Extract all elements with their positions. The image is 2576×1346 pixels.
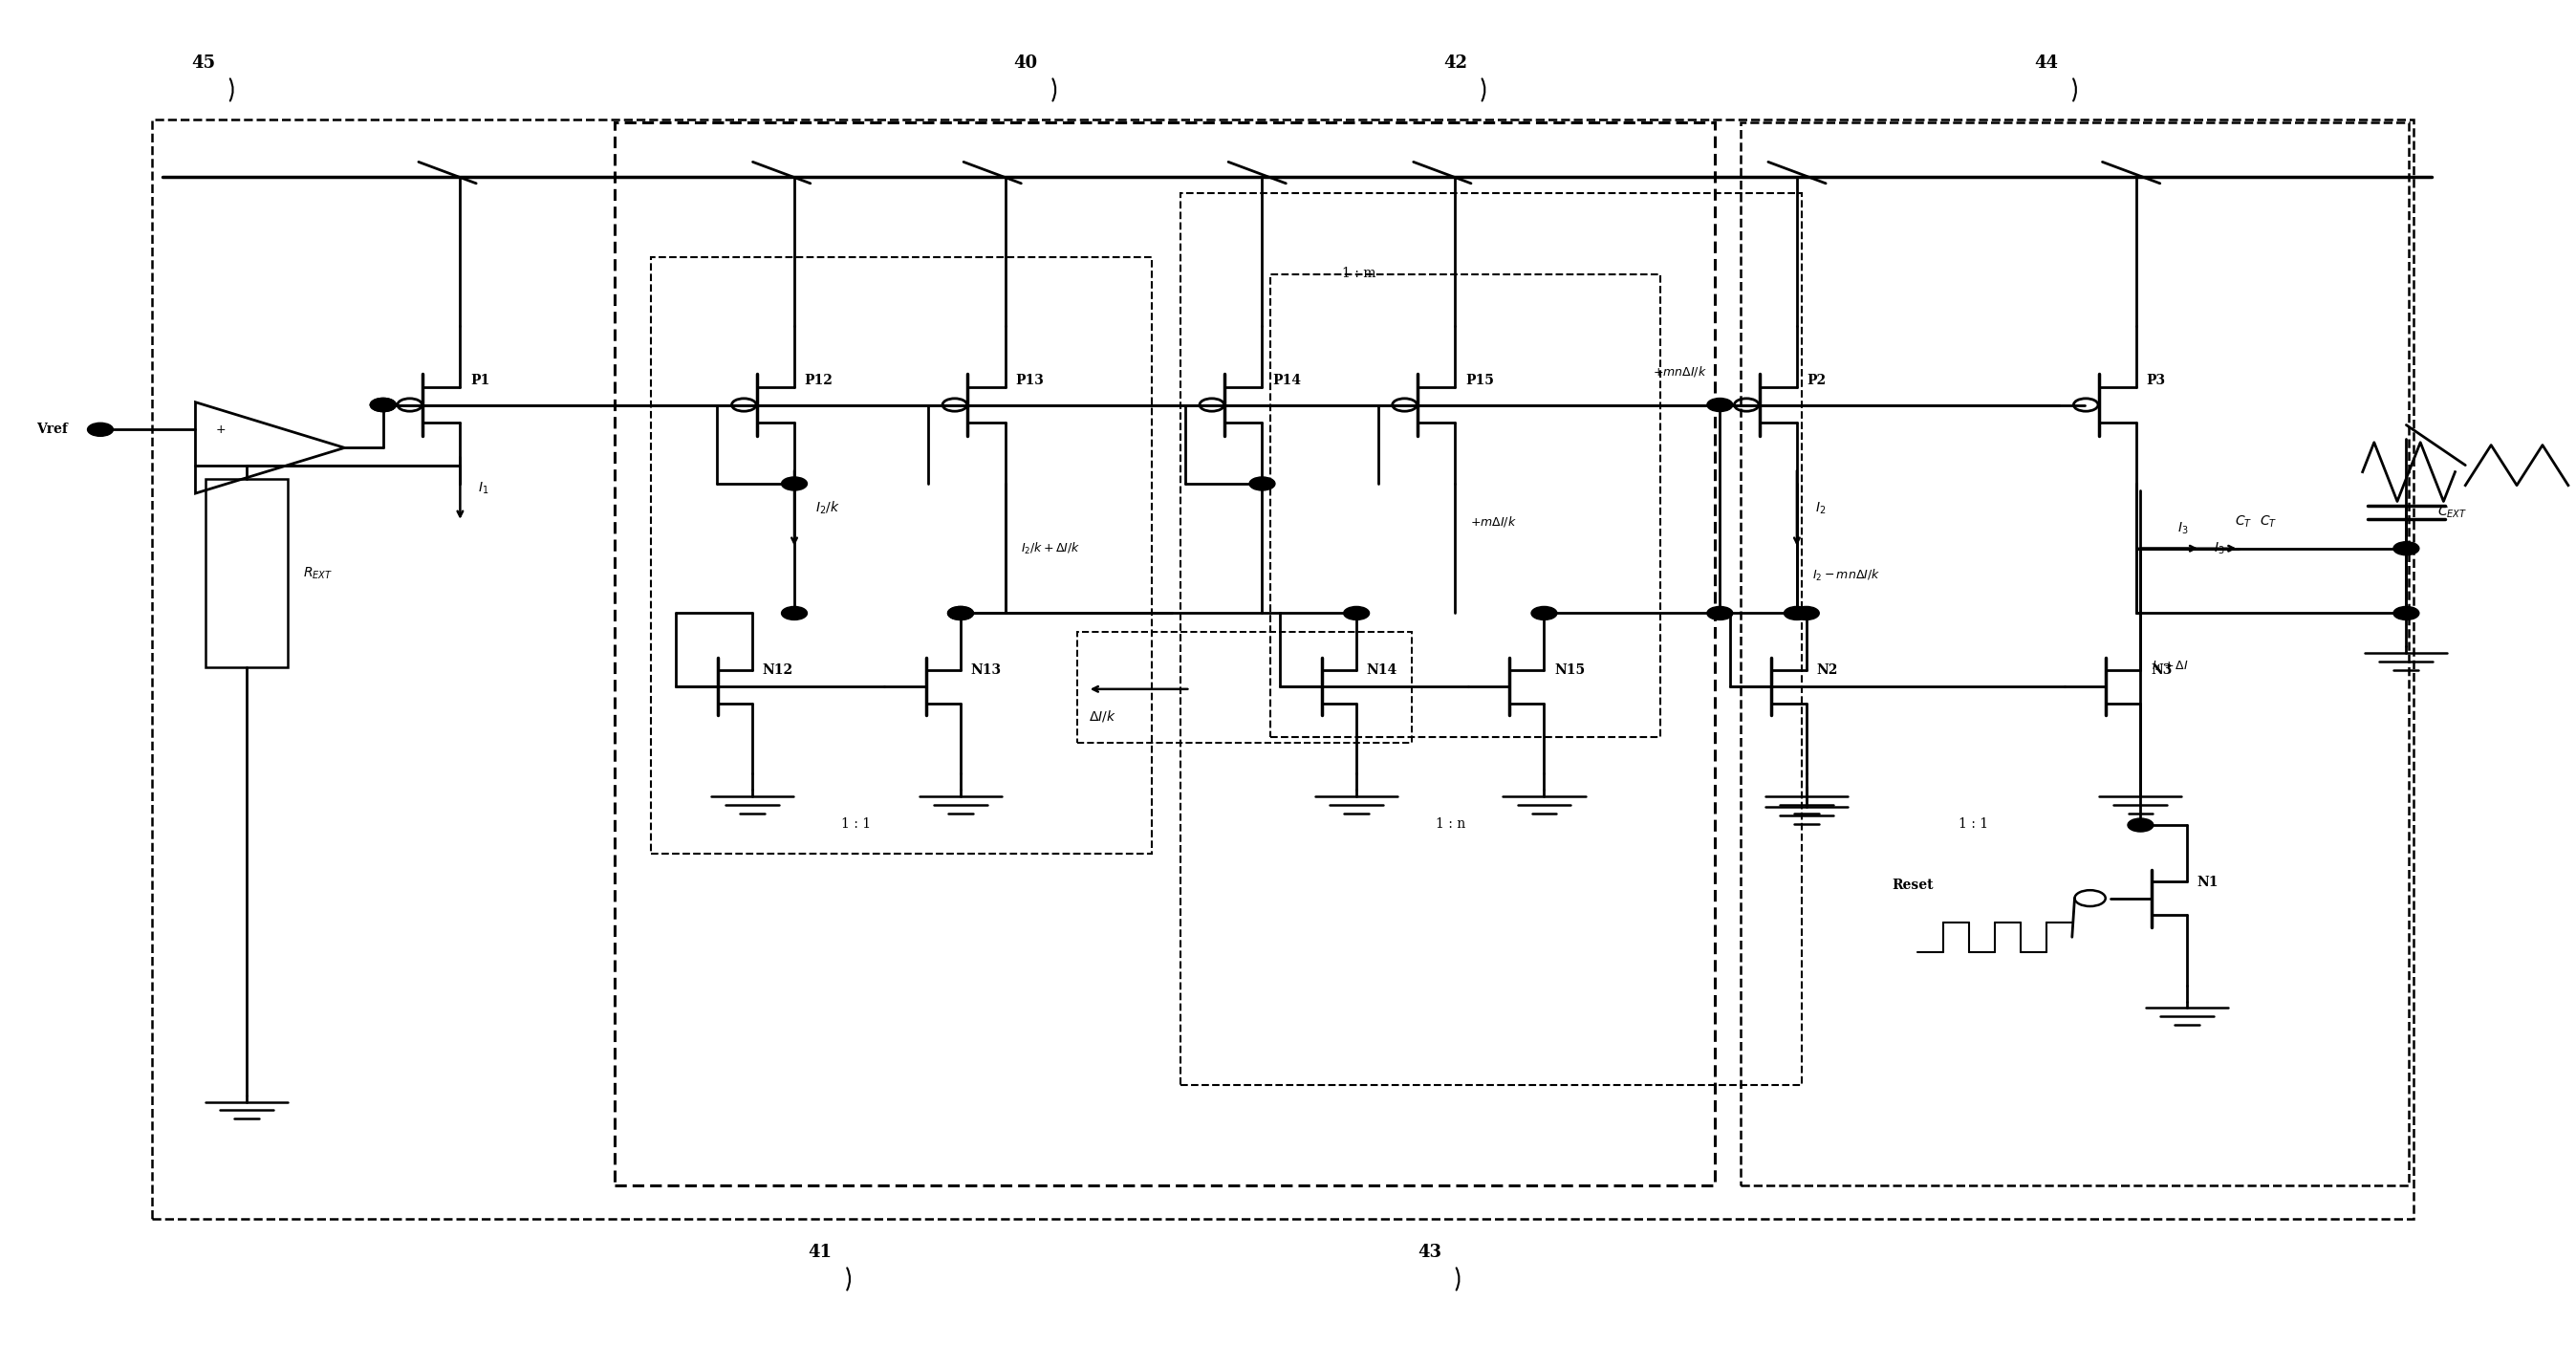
Text: $C_T$: $C_T$ — [2259, 514, 2277, 529]
Circle shape — [1249, 476, 1275, 490]
Text: N12: N12 — [762, 664, 793, 677]
Circle shape — [2393, 607, 2419, 621]
Text: $C_T$: $C_T$ — [2233, 514, 2251, 529]
Text: P14: P14 — [1273, 374, 1301, 388]
Bar — [1270, 275, 1662, 738]
Circle shape — [1793, 607, 1819, 621]
Text: $I_2/k$: $I_2/k$ — [814, 499, 840, 517]
Text: 42: 42 — [1443, 54, 1468, 71]
Bar — [206, 479, 289, 668]
Circle shape — [2393, 541, 2419, 555]
Bar — [1077, 631, 1412, 743]
Text: Reset: Reset — [1893, 878, 1935, 891]
Text: $I_3$: $I_3$ — [2213, 541, 2223, 556]
Circle shape — [2128, 818, 2154, 832]
Circle shape — [1708, 398, 1734, 412]
Bar — [652, 257, 1151, 853]
Text: $R_{EXT}$: $R_{EXT}$ — [304, 565, 332, 581]
Text: 40: 40 — [1015, 54, 1038, 71]
Circle shape — [948, 607, 974, 621]
Text: P15: P15 — [1466, 374, 1494, 388]
Text: 45: 45 — [191, 54, 216, 71]
Text: $I_3$: $I_3$ — [2177, 521, 2187, 536]
Text: N1: N1 — [2197, 875, 2218, 888]
Text: 1 : 1: 1 : 1 — [842, 818, 871, 832]
Text: P3: P3 — [2146, 374, 2166, 388]
Circle shape — [371, 398, 397, 412]
Text: N13: N13 — [971, 664, 1002, 677]
Text: N14: N14 — [1368, 664, 1399, 677]
Bar — [1180, 192, 1803, 1085]
Circle shape — [781, 607, 806, 621]
Text: $I_2-mn\Delta I/k$: $I_2-mn\Delta I/k$ — [1814, 568, 1880, 583]
Text: $I_1$: $I_1$ — [479, 481, 489, 497]
Text: 44: 44 — [2035, 54, 2058, 71]
Text: N3: N3 — [2151, 664, 2172, 677]
Circle shape — [371, 398, 397, 412]
Circle shape — [1785, 607, 1811, 621]
Text: $I_4+\Delta I$: $I_4+\Delta I$ — [2151, 660, 2190, 674]
Text: P13: P13 — [1015, 374, 1043, 388]
Text: 1 : m: 1 : m — [1342, 267, 1376, 280]
Bar — [616, 122, 1716, 1184]
Text: 41: 41 — [809, 1244, 832, 1261]
Text: N15: N15 — [1553, 664, 1584, 677]
Text: −: − — [214, 459, 227, 474]
Text: N2: N2 — [1816, 664, 1839, 677]
Bar — [152, 120, 2414, 1218]
Text: 1 : 1: 1 : 1 — [1958, 818, 1989, 832]
Circle shape — [781, 476, 806, 490]
Bar — [1741, 122, 2409, 1184]
Text: $+m\Delta I/k$: $+m\Delta I/k$ — [1471, 514, 1517, 529]
Circle shape — [88, 423, 113, 436]
Circle shape — [1708, 607, 1734, 621]
Text: 43: 43 — [1417, 1244, 1443, 1261]
Text: P1: P1 — [471, 374, 489, 388]
Text: P12: P12 — [804, 374, 832, 388]
Text: $I_2/k+\Delta I/k$: $I_2/k+\Delta I/k$ — [1020, 541, 1079, 556]
Text: P2: P2 — [1808, 374, 1826, 388]
Text: $+mn\Delta I/k$: $+mn\Delta I/k$ — [1654, 365, 1708, 378]
Text: Vref: Vref — [36, 423, 67, 436]
Text: $\Delta I/k$: $\Delta I/k$ — [1090, 708, 1115, 724]
Text: $I_2$: $I_2$ — [1816, 501, 1826, 516]
Text: $C_{EXT}$: $C_{EXT}$ — [2437, 505, 2468, 520]
Circle shape — [371, 398, 397, 412]
Text: 1 : n: 1 : n — [1435, 818, 1466, 832]
Circle shape — [948, 607, 974, 621]
Circle shape — [1530, 607, 1556, 621]
Circle shape — [1345, 607, 1370, 621]
Text: +: + — [216, 424, 227, 436]
